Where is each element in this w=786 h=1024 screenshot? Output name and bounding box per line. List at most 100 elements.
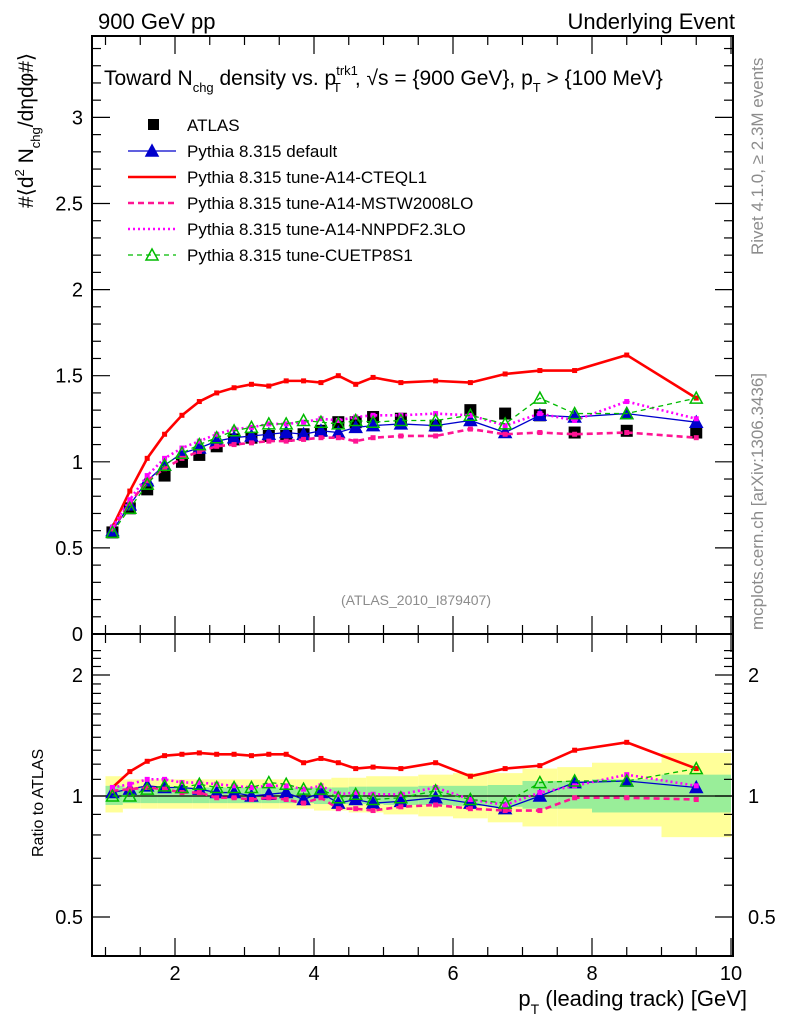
- y-tick-label: 1: [72, 452, 83, 474]
- point-pythia-8-315-tune-a14-nnpdf2-3lo: [353, 790, 359, 796]
- legend-label: Pythia 8.315 tune-A14-CTEQL1: [187, 168, 427, 187]
- point-pythia-8-315-tune-cuetp8s1: [122, 788, 138, 802]
- point-pythia-8-315-tune-a14-mstw2008lo: [318, 435, 324, 441]
- point-pythia-8-315-tune-a14-nnpdf2-3lo: [398, 791, 404, 797]
- point-pythia-8-315-tune-a14-cteql1: [624, 739, 630, 745]
- point-pythia-8-315-tune-a14-mstw2008lo: [283, 438, 289, 444]
- point-pythia-8-315-tune-cuetp8s1: [348, 786, 363, 801]
- ratio-y-tick-label: 0.5: [55, 907, 83, 929]
- point-pythia-8-315-tune-a14-cteql1: [231, 751, 237, 757]
- point-pythia-8-315-tune-a14-nnpdf2-3lo: [433, 784, 439, 790]
- point-pythia-8-315-tune-a14-cteql1: [301, 378, 307, 384]
- point-pythia-8-315-tune-a14-cteql1: [433, 760, 439, 766]
- point-pythia-8-315-tune-a14-nnpdf2-3lo: [231, 783, 237, 789]
- main-y-axis-label: #⟨d2 Nchg/dηdφ#⟩: [12, 53, 43, 208]
- point-pythia-8-315-tune-a14-mstw2008lo: [266, 438, 272, 444]
- point-pythia-8-315-tune-a14-cteql1: [502, 371, 508, 377]
- point-pythia-8-315-tune-a14-nnpdf2-3lo: [502, 423, 508, 429]
- point-pythia-8-315-tune-cuetp8s1: [619, 773, 635, 787]
- main-title: Toward Nchg density vs. ptrk1 T, √s = {90…: [104, 63, 663, 95]
- tick-labels: 2 4 6 8 10 0 0.5 1 1.5 2 2.5 3 0.5 0.5 1 1 2 2: [55, 107, 776, 985]
- point-pythia-8-315-tune-a14-mstw2008lo: [502, 808, 508, 814]
- legend-label: Pythia 8.315 tune-A14-MSTW2008LO: [187, 194, 473, 213]
- point-pythia-8-315-tune-a14-mstw2008lo: [248, 797, 254, 803]
- legend-marker-atlas: [148, 119, 159, 130]
- point-pythia-8-315-tune-a14-mstw2008lo: [624, 430, 630, 436]
- point-pythia-8-315-tune-a14-cteql1: [370, 764, 376, 770]
- point-pythia-8-315-tune-cuetp8s1: [393, 412, 409, 427]
- point-pythia-8-315-tune-a14-nnpdf2-3lo: [335, 791, 341, 797]
- point-pythia-8-315-tune-a14-cteql1: [318, 755, 324, 761]
- series-line-pythia-8-315-tune-cuetp8s1: [111, 397, 697, 533]
- point-pythia-8-315-tune-a14-nnpdf2-3lo: [318, 416, 324, 422]
- atlas-data-point: [499, 407, 512, 420]
- point-pythia-8-315-tune-a14-cteql1: [301, 760, 307, 766]
- point-pythia-8-315-tune-a14-cteql1: [179, 751, 185, 757]
- point-pythia-8-315-tune-cuetp8s1: [192, 776, 207, 790]
- point-pythia-8-315-tune-cuetp8s1: [428, 783, 443, 797]
- point-pythia-8-315-tune-a14-nnpdf2-3lo: [693, 416, 699, 422]
- point-pythia-8-315-tune-cuetp8s1: [313, 414, 329, 428]
- axis-ticks: [92, 36, 733, 956]
- point-pythia-8-315-tune-a14-mstw2008lo: [624, 795, 630, 801]
- point-pythia-8-315-tune-cuetp8s1: [226, 423, 242, 437]
- point-pythia-8-315-tune-cuetp8s1: [278, 416, 294, 430]
- point-pythia-8-315-tune-cuetp8s1: [532, 774, 548, 789]
- series-line-pythia-8-315-default: [111, 412, 697, 532]
- ratio-panel-frame: [91, 633, 734, 957]
- point-pythia-8-315-tune-a14-nnpdf2-3lo: [283, 783, 289, 789]
- point-pythia-8-315-tune-a14-mstw2008lo: [370, 435, 376, 441]
- point-pythia-8-315-tune-cuetp8s1: [139, 476, 155, 490]
- y-tick-label: 2.5: [55, 194, 83, 216]
- point-pythia-8-315-tune-a14-cteql1: [231, 385, 237, 391]
- x-axis-label: pT (leading track) [GeV]: [518, 986, 747, 1017]
- point-pythia-8-315-default: [532, 788, 548, 802]
- point-pythia-8-315-tune-a14-cteql1: [335, 373, 341, 379]
- point-pythia-8-315-tune-a14-cteql1: [572, 368, 578, 374]
- point-pythia-8-315-tune-cuetp8s1: [174, 779, 190, 794]
- atlas-data-point: [158, 469, 171, 482]
- point-pythia-8-315-tune-cuetp8s1: [209, 430, 224, 444]
- point-pythia-8-315-tune-a14-cteql1: [693, 766, 699, 772]
- point-pythia-8-315-tune-a14-cteql1: [502, 766, 508, 772]
- point-pythia-8-315-tune-a14-mstw2008lo: [693, 435, 699, 441]
- series-line-pythia-8-315-tune-a14-mstw2008lo: [112, 786, 697, 812]
- point-pythia-8-315-tune-a14-cteql1: [398, 766, 404, 772]
- point-pythia-8-315-tune-a14-mstw2008lo: [231, 442, 237, 448]
- point-pythia-8-315-tune-a14-cteql1: [196, 399, 202, 405]
- point-pythia-8-315-tune-a14-cteql1: [179, 412, 185, 418]
- point-pythia-8-315-tune-cuetp8s1: [157, 457, 172, 471]
- header-right: Underlying Event: [567, 9, 735, 34]
- point-pythia-8-315-tune-cuetp8s1: [463, 791, 478, 806]
- point-pythia-8-315-tune-cuetp8s1: [532, 390, 548, 404]
- point-pythia-8-315-tune-a14-cteql1: [162, 431, 168, 437]
- legend-label: Pythia 8.315 default: [187, 142, 338, 161]
- point-pythia-8-315-tune-a14-nnpdf2-3lo: [144, 473, 150, 479]
- point-pythia-8-315-tune-a14-cteql1: [127, 769, 133, 775]
- point-pythia-8-315-tune-a14-mstw2008lo: [433, 802, 439, 808]
- series-line-pythia-8-315-tune-a14-mstw2008lo: [111, 427, 697, 530]
- series-line-pythia-8-315-tune-a14-nnpdf2-3lo: [112, 773, 697, 807]
- point-pythia-8-315-tune-a14-cteql1: [353, 766, 359, 772]
- point-pythia-8-315-tune-a14-mstw2008lo: [196, 790, 202, 796]
- point-pythia-8-315-tune-a14-cteql1: [335, 760, 341, 766]
- ratio-y-tick-label: 1: [748, 786, 759, 808]
- point-pythia-8-315-tune-a14-cteql1: [572, 747, 578, 753]
- point-pythia-8-315-tune-a14-cteql1: [248, 381, 254, 387]
- point-pythia-8-315-tune-cuetp8s1: [365, 414, 381, 428]
- x-tick-label: 4: [308, 963, 319, 985]
- point-pythia-8-315-tune-cuetp8s1: [244, 779, 259, 794]
- point-pythia-8-315-tune-a14-nnpdf2-3lo: [214, 781, 220, 787]
- point-pythia-8-315-default: [278, 424, 294, 439]
- point-pythia-8-315-tune-a14-nnpdf2-3lo: [537, 411, 543, 417]
- point-pythia-8-315-tune-a14-cteql1: [214, 751, 220, 757]
- point-pythia-8-315-tune-a14-nnpdf2-3lo: [467, 412, 473, 418]
- point-pythia-8-315-tune-cuetp8s1: [139, 781, 155, 795]
- point-pythia-8-315-tune-cuetp8s1: [497, 795, 513, 809]
- point-pythia-8-315-tune-cuetp8s1: [192, 437, 207, 451]
- point-pythia-8-315-tune-a14-mstw2008lo: [301, 800, 307, 806]
- point-pythia-8-315-tune-a14-mstw2008lo: [266, 795, 272, 801]
- point-pythia-8-315-tune-a14-nnpdf2-3lo: [196, 780, 202, 786]
- point-pythia-8-315-tune-a14-nnpdf2-3lo: [335, 417, 341, 423]
